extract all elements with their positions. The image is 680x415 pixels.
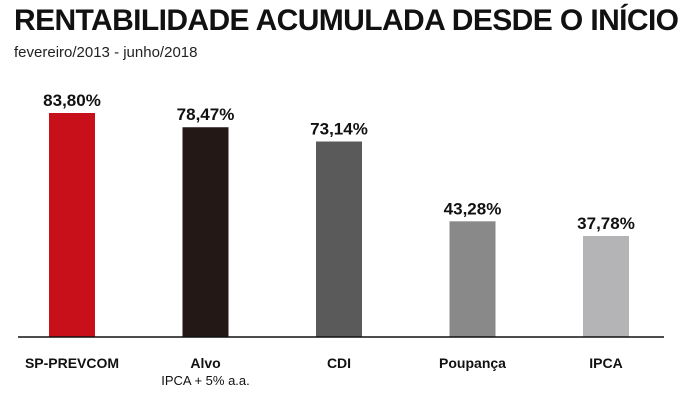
- value-label-3: 43,28%: [444, 199, 502, 218]
- bar-1: [182, 127, 229, 337]
- bar-4: [583, 236, 629, 337]
- bar-0: [49, 113, 95, 337]
- category-sublabel-1: IPCA + 5% a.a.: [161, 373, 250, 388]
- value-label-0: 83,80%: [43, 91, 101, 110]
- category-label-0: SP-PREVCOM: [25, 355, 119, 371]
- value-label-2: 73,14%: [310, 119, 368, 138]
- value-label-4: 37,78%: [577, 214, 635, 233]
- category-label-3: Poupança: [439, 355, 506, 371]
- chart-subtitle: fevereiro/2013 - junho/2018: [14, 44, 198, 61]
- bar-3: [449, 221, 496, 337]
- category-label-1: Alvo: [190, 355, 220, 371]
- value-label-1: 78,47%: [177, 105, 235, 124]
- bar-2: [316, 141, 362, 337]
- chart-title: RENTABILIDADE ACUMULADA DESDE O INÍCIO: [14, 4, 679, 37]
- category-label-4: IPCA: [589, 355, 622, 371]
- category-label-2: CDI: [327, 355, 351, 371]
